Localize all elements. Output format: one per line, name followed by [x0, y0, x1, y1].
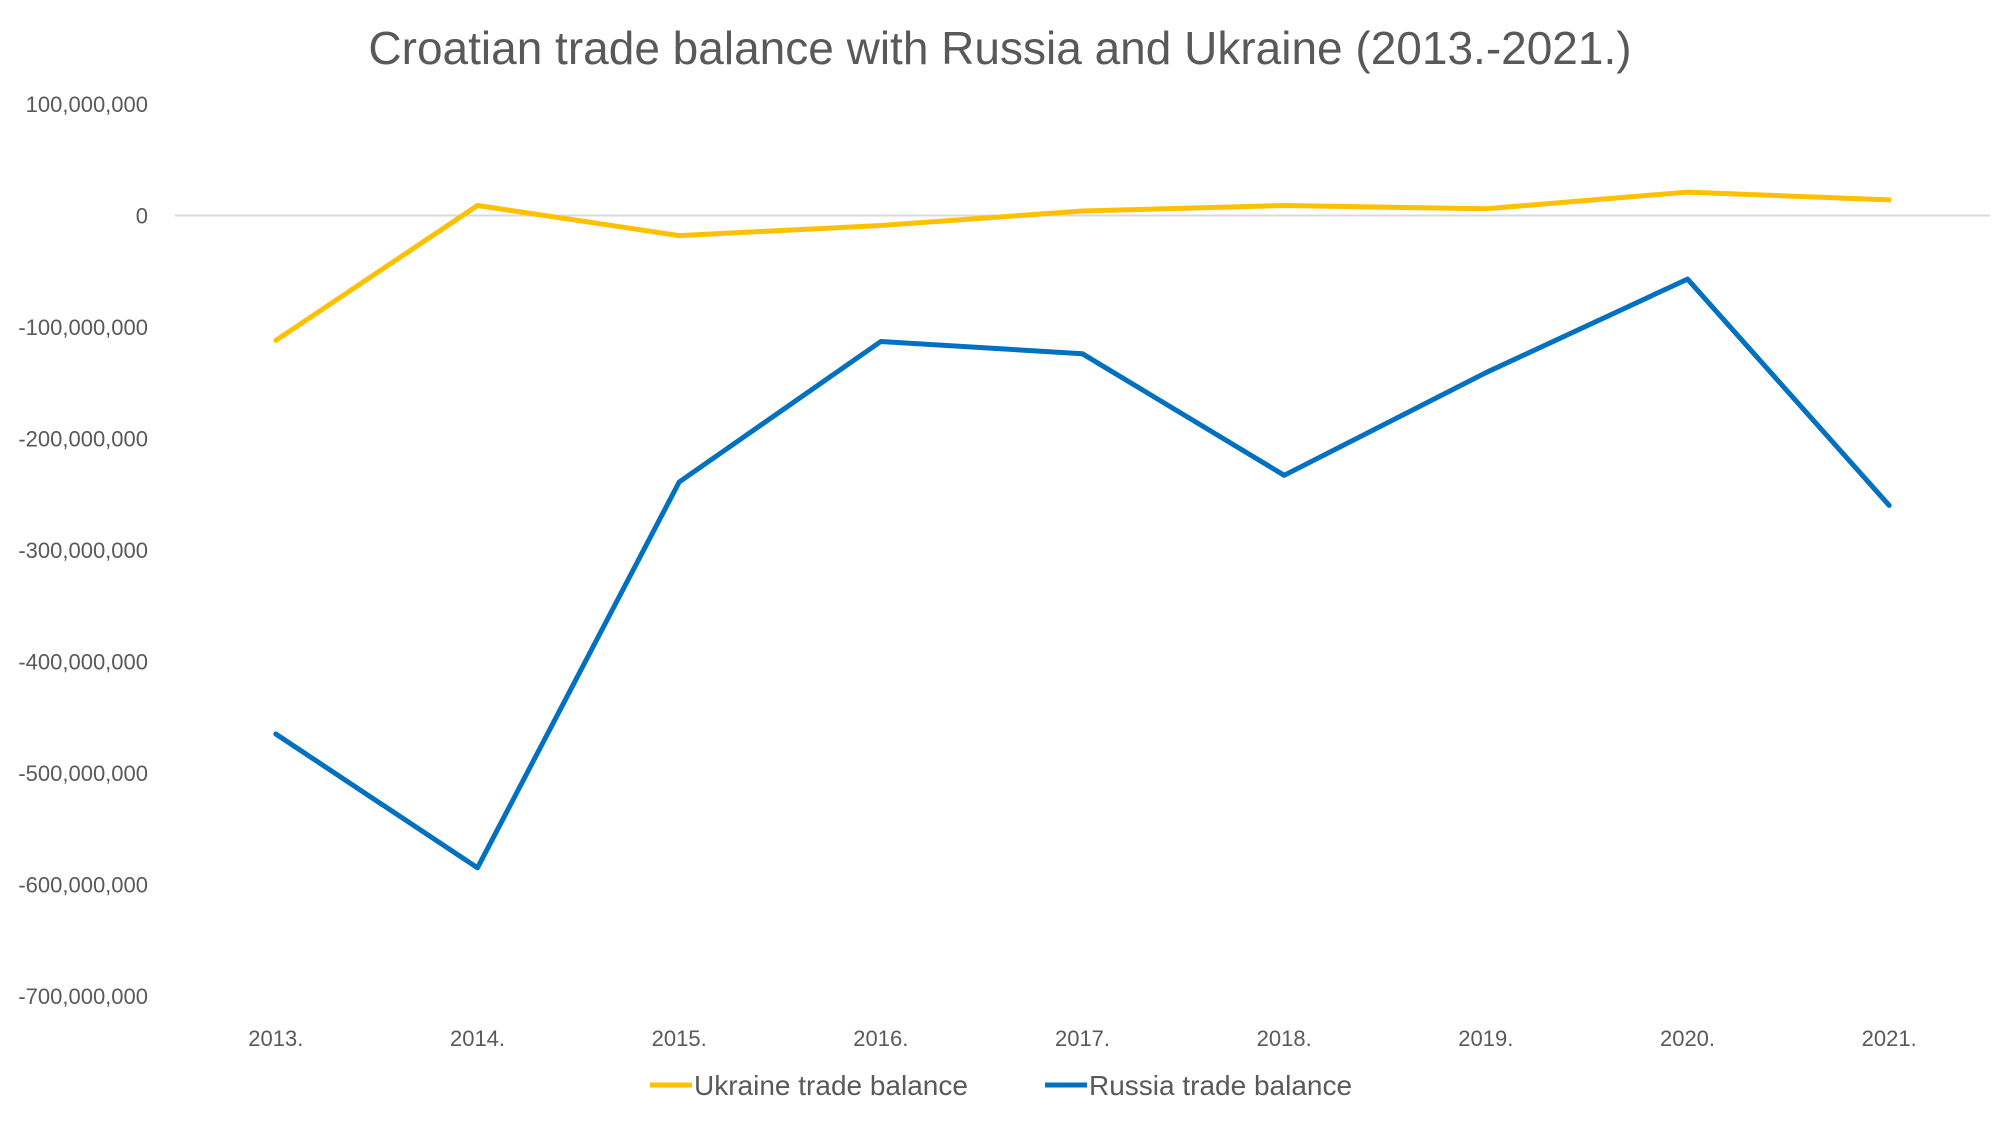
y-tick-label: 0 [136, 204, 148, 229]
y-tick-label: -200,000,000 [18, 427, 148, 452]
x-tick-label: 2017. [1055, 1026, 1110, 1051]
legend: Ukraine trade balance Russia trade balanc… [650, 1070, 1352, 1101]
y-tick-label: -100,000,000 [18, 315, 148, 340]
x-axis-labels: 2013. 2014. 2015. 2016. 2017. 2018. 2019. 2020.… [248, 1026, 1916, 1051]
y-tick-label: -700,000,000 [18, 984, 148, 1009]
chart-title: Croatian trade balance with Russia and U… [368, 22, 1631, 74]
y-tick-label: 100,000,000 [26, 92, 148, 117]
ukraine-trade-balance-legend-label: Ukraine trade balance [694, 1070, 968, 1101]
y-tick-label: -500,000,000 [18, 761, 148, 786]
x-tick-label: 2018. [1257, 1026, 1312, 1051]
x-tick-label: 2014. [450, 1026, 505, 1051]
x-tick-label: 2015. [652, 1026, 707, 1051]
y-tick-label: -400,000,000 [18, 650, 148, 675]
x-tick-label: 2016. [853, 1026, 908, 1051]
russia-trade-balance-legend-label: Russia trade balance [1089, 1070, 1352, 1101]
y-tick-label: -600,000,000 [18, 873, 148, 898]
y-tick-label: -300,000,000 [18, 538, 148, 563]
x-tick-label: 2021. [1862, 1026, 1917, 1051]
x-tick-label: 2013. [248, 1026, 303, 1051]
series-lines [273, 189, 1892, 871]
x-tick-label: 2019. [1458, 1026, 1513, 1051]
ukraine-trade-balance-line [273, 189, 1892, 343]
x-tick-label: 2020. [1660, 1026, 1715, 1051]
y-axis-labels: 100,000,000 0 -100,000,000 -200,000,000 -300… [18, 92, 148, 1009]
russia-trade-balance-line [273, 276, 1892, 871]
